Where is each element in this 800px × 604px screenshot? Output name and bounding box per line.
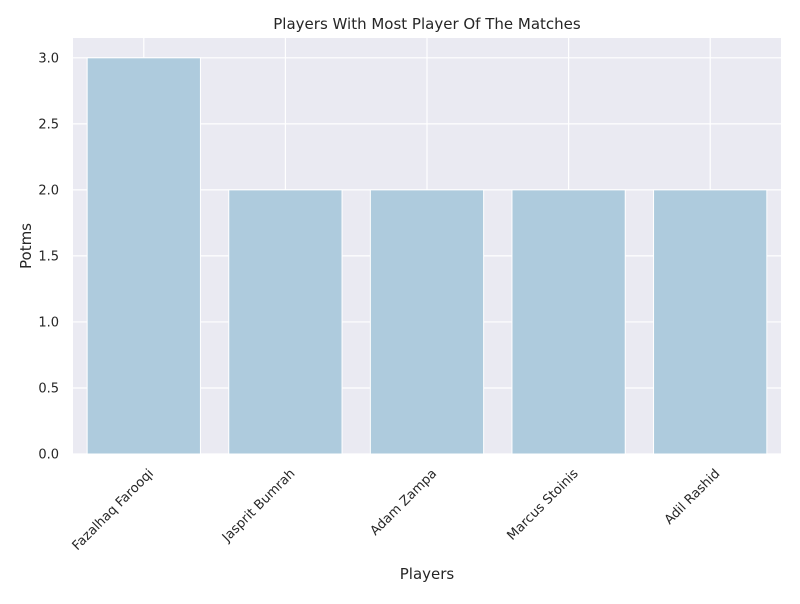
y-axis-label: Potms	[17, 223, 35, 269]
y-tick-label: 2.5	[38, 117, 59, 132]
x-axis-label: Players	[400, 565, 455, 583]
y-tick-label: 0.0	[38, 448, 59, 463]
bar	[653, 189, 768, 455]
bar	[511, 189, 626, 455]
x-tick-label: Adil Rashid	[662, 466, 723, 527]
chart-title: Players With Most Player Of The Matches	[273, 15, 581, 33]
x-tick-label: Marcus Stoinis	[505, 466, 582, 543]
bar	[86, 57, 201, 455]
bar	[369, 189, 485, 455]
x-tick-label: Fazalhaq Farooqi	[70, 466, 157, 553]
y-tick-label: 1.0	[38, 315, 59, 330]
bars	[86, 57, 768, 455]
y-tick-label: 2.0	[38, 183, 59, 198]
bar	[228, 189, 343, 455]
x-tick-labels: Fazalhaq Farooqi Jasprit Bumrah Adam Zampa…	[70, 466, 724, 553]
y-tick-labels: 0.0 0.5 1.0 1.5 2.0 2.5 3.0	[38, 51, 59, 462]
x-tick-label: Jasprit Bumrah	[219, 466, 298, 545]
y-tick-label: 3.0	[38, 51, 59, 66]
x-tick-label: Adam Zampa	[368, 466, 440, 538]
y-tick-label: 0.5	[38, 381, 59, 396]
y-tick-label: 1.5	[38, 249, 59, 264]
